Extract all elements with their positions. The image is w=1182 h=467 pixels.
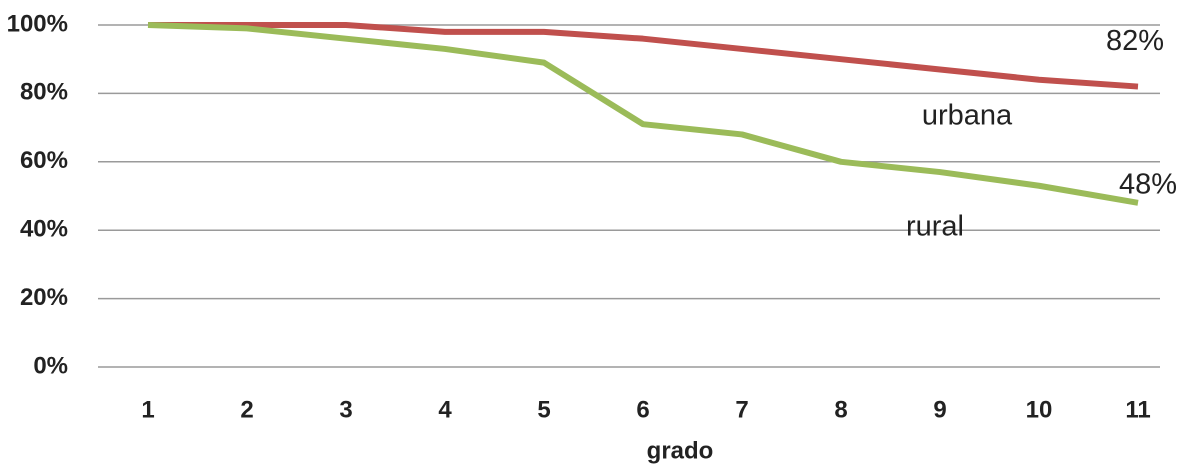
x-tick-label: 6 xyxy=(636,396,649,423)
y-tick-label: 80% xyxy=(20,79,68,106)
data-label: 48% xyxy=(1119,168,1177,200)
x-tick-label: 4 xyxy=(438,396,452,423)
x-tick-label: 1 xyxy=(141,396,154,423)
y-tick-label: 60% xyxy=(20,147,68,174)
x-tick-label: 7 xyxy=(735,396,748,423)
x-tick-label: 10 xyxy=(1026,396,1053,423)
data-label: 82% xyxy=(1106,25,1164,57)
x-axis-title: grado xyxy=(647,437,714,464)
x-tick-label: 11 xyxy=(1125,396,1150,423)
y-tick-label: 0% xyxy=(33,352,68,379)
series-label: urbana xyxy=(922,100,1013,132)
x-tick-label: 3 xyxy=(339,396,352,423)
x-tick-label: 2 xyxy=(240,396,253,423)
y-tick-label: 20% xyxy=(20,284,68,311)
x-tick-label: 8 xyxy=(834,396,847,423)
series-label: rural xyxy=(906,211,964,243)
y-tick-label: 40% xyxy=(20,216,68,243)
line xyxy=(148,22,1139,90)
y-tick-label: 100% xyxy=(7,10,68,37)
x-tick-label: 9 xyxy=(933,396,946,423)
x-tick-label: 5 xyxy=(537,396,550,423)
line xyxy=(147,22,1139,206)
